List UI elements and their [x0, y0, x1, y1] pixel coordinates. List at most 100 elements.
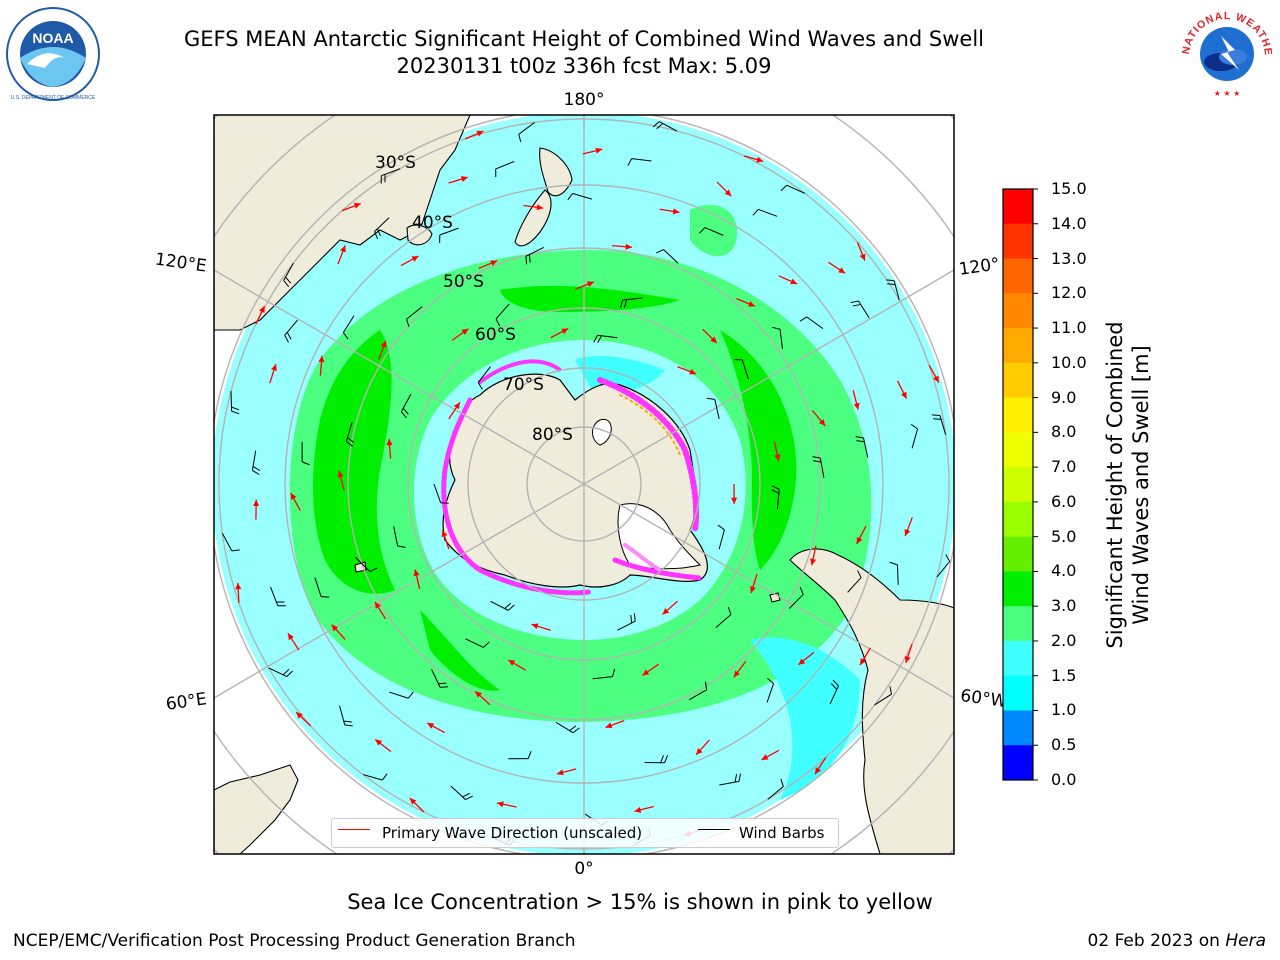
wind-barb-staff — [741, 359, 749, 380]
wind-barb-staff — [806, 316, 824, 330]
wind-barb-staff — [714, 399, 720, 420]
wind-barb-flag — [527, 751, 532, 759]
wind-barb-staff — [788, 594, 804, 609]
wind-barb-staff — [374, 217, 390, 232]
wave-arrow-head — [810, 558, 817, 566]
wind-barb-flag — [624, 299, 628, 308]
wind-barb-flag — [465, 795, 473, 801]
credit-text: NCEP/EMC/Verification Post Processing Pr… — [13, 931, 576, 951]
wind-barb-flag — [231, 410, 240, 415]
lon-label-60e: 60°E — [165, 689, 208, 714]
wind-barb-flag — [780, 778, 784, 787]
wind-legend-label: Wind Barbs — [739, 824, 825, 842]
wind-barb-flag — [812, 456, 821, 459]
chart-subtitle: 20230131 t00z 336h fcst Max: 5.09 — [396, 54, 772, 78]
lat-label-70s: 70°S — [503, 375, 544, 395]
wind-barb-staff — [911, 428, 919, 449]
wind-barb-flag — [572, 727, 580, 734]
wind-barb-staff — [381, 168, 401, 177]
colorbar-segment — [1003, 223, 1033, 260]
sea-ice — [441, 359, 703, 596]
wind-barb-flag — [660, 755, 665, 763]
wave-arrow-head — [904, 655, 911, 663]
wind-barb-staff — [355, 557, 371, 572]
wave-arrow-head — [427, 723, 435, 729]
wind-barb-staff — [776, 489, 780, 510]
wind-barb-flag — [231, 406, 240, 411]
machine-name: Hera — [1225, 931, 1266, 951]
wind-barb-flag — [780, 184, 788, 192]
wind-barb-flag — [910, 423, 918, 430]
wave-arrow-head — [508, 660, 516, 666]
colorbar-tick-label: 3.0 — [1051, 596, 1077, 616]
colorbar-title-line1: Significant Height of Combined — [1103, 321, 1127, 649]
wind-barb-staff — [362, 774, 383, 781]
colorbar-tick-label: 4.0 — [1051, 561, 1077, 581]
wind-barb-flag — [706, 397, 715, 400]
wave-arrow-head — [859, 253, 866, 261]
colorbar-tick-label: 15.0 — [1051, 179, 1087, 198]
wind-barb-flag — [627, 158, 633, 166]
wave-arrow-head — [790, 278, 798, 285]
wind-barb-flag — [856, 440, 865, 443]
wind-barb-staff — [495, 160, 515, 170]
wave-arrow-head — [287, 633, 294, 641]
wave-arrow-head — [901, 391, 907, 399]
wind-barb-flag — [347, 437, 355, 443]
noaa-logo-text: NOAA — [32, 30, 73, 46]
wind-legend-line — [698, 829, 730, 830]
wave-arrow-head — [642, 669, 650, 676]
wind-barb-staff — [766, 683, 775, 703]
wave-arrow-head — [724, 189, 732, 197]
colorbar-tick-label: 1.5 — [1051, 665, 1077, 685]
wind-barb-flag — [286, 670, 293, 677]
wave-arrow-head — [337, 470, 344, 478]
wind-barb-flag — [698, 227, 706, 234]
wind-barb-staff — [431, 669, 441, 688]
date-stamp: 02 Feb 2023 on Hera — [1088, 931, 1266, 951]
wind-barb-flag — [738, 773, 741, 782]
wave-arrow-head — [672, 208, 680, 215]
wind-barb-staff — [406, 306, 423, 320]
wind-barb-flag — [344, 724, 353, 727]
lat-label-80s: 80°S — [532, 425, 573, 445]
wave-arrow-head — [476, 130, 484, 137]
wind-barb-staff — [339, 705, 346, 726]
wind-barb-flag — [483, 641, 490, 648]
wave-arrow-head — [409, 798, 417, 805]
map-legend: Primary Wave Direction (unscaled) Wind B… — [331, 818, 839, 848]
wind-barb-staff — [847, 577, 862, 593]
wind-barb-staff — [345, 422, 353, 442]
colorbar-title: Significant Height of Combined Wind Wave… — [1102, 321, 1154, 648]
lon-label-120w: 120° — [958, 254, 1001, 280]
wind-barb-staff — [450, 785, 466, 800]
wave-arrow-head — [586, 281, 594, 288]
wind-barb-flag — [346, 441, 354, 447]
wave-legend-label: Primary Wave Direction (unscaled) — [382, 824, 643, 842]
wind-barb-staff — [939, 415, 947, 435]
wind-barb-staff — [622, 297, 643, 301]
wind-barb-flag — [402, 407, 409, 415]
wind-barb-staff — [592, 676, 613, 680]
date-text: 02 Feb 2023 on — [1087, 931, 1220, 951]
wind-barb-staff — [555, 721, 574, 734]
wind-barb-flag — [727, 606, 732, 615]
wind-barb-staff — [284, 319, 299, 336]
outer-graticule — [214, 115, 954, 854]
wind-barb-flag — [830, 683, 838, 690]
wind-barb-flag — [381, 773, 388, 781]
wind-barb-flag — [612, 668, 616, 677]
wind-barb-staff — [767, 786, 784, 800]
wind-barb-flag — [477, 382, 483, 390]
wind-barb-staff — [658, 121, 678, 132]
wind-barb-flag — [507, 604, 515, 611]
wind-barb-staff — [221, 533, 233, 552]
colorbar-tick-label: 0.5 — [1051, 735, 1077, 755]
wind-barb-flag — [752, 208, 759, 216]
wind-barb-staff — [829, 685, 839, 705]
colorbar-segment — [1003, 258, 1033, 294]
wave-arrow-head — [710, 336, 717, 344]
wind-barb-staff — [858, 300, 870, 319]
lon-label-60w: 60°W — [959, 686, 1008, 712]
wave-arrow-head — [814, 767, 821, 775]
